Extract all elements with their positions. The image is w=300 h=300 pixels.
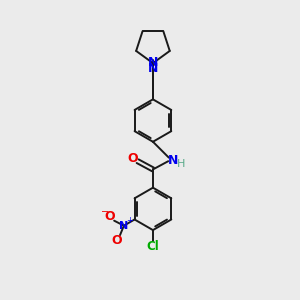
Text: O: O [127, 152, 138, 165]
Text: Cl: Cl [147, 240, 159, 253]
Text: N: N [148, 62, 158, 75]
Text: N: N [119, 221, 128, 231]
Text: +: + [126, 216, 133, 225]
Text: −: − [101, 206, 109, 217]
Text: N: N [148, 56, 158, 69]
Text: O: O [104, 210, 115, 223]
Text: N: N [168, 154, 178, 167]
Text: H: H [176, 158, 185, 169]
Text: O: O [112, 235, 122, 248]
